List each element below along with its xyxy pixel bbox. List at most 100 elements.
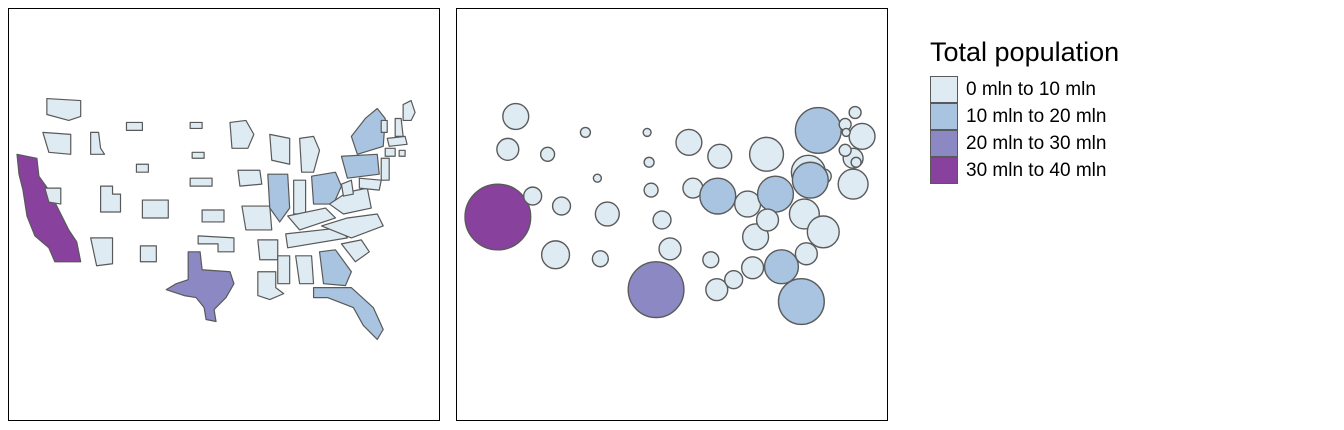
state-louisiana	[257, 271, 285, 301]
state-south-carolina	[340, 239, 370, 263]
cartogram-map-panel	[8, 8, 440, 421]
bubble-florida	[777, 277, 825, 326]
bubble-illinois	[699, 177, 737, 215]
bubble-south-dakota	[643, 156, 655, 168]
bubble-mississippi	[724, 270, 744, 290]
state-arkansas	[257, 239, 279, 261]
bubble-arkansas	[702, 251, 720, 269]
bubble-idaho	[539, 146, 556, 162]
state-washington	[46, 97, 82, 122]
legend-item: 0 mln to 10 mln	[930, 76, 1330, 103]
dorling-map-panel	[456, 8, 888, 421]
bubble-washington	[502, 102, 530, 131]
state-connecticut	[384, 147, 396, 157]
bubble-connecticut	[838, 143, 852, 157]
bubble-new-york	[794, 106, 842, 154]
state-indiana	[293, 179, 307, 215]
bubble-louisiana	[705, 277, 729, 302]
legend-label: 30 mln to 40 mln	[966, 160, 1107, 181]
bubble-michigan	[733, 190, 762, 218]
bubble-missouri	[707, 143, 733, 169]
bubble-minnesota	[675, 128, 703, 156]
bubble-new-hampshire	[841, 127, 851, 138]
bubble-north-dakota	[642, 127, 652, 138]
legend-swatch	[930, 103, 958, 130]
state-nebraska	[189, 177, 213, 187]
state-south-dakota	[191, 151, 205, 159]
bubble-new-mexico	[591, 250, 610, 268]
state-new-mexico	[139, 245, 157, 263]
bubble-oregon	[496, 137, 520, 161]
state-minnesota	[229, 119, 255, 149]
state-idaho	[90, 131, 106, 155]
state-missouri	[241, 205, 273, 231]
legend-swatch	[930, 130, 958, 157]
bubble-nebraska	[643, 182, 659, 198]
state-florida	[312, 287, 384, 340]
state-california	[16, 153, 82, 263]
bubble-georgia	[763, 249, 800, 285]
legend-label: 10 mln to 20 mln	[966, 106, 1107, 127]
bubble-kentucky	[755, 208, 780, 232]
state-alabama	[295, 255, 315, 285]
bubble-rhode-island	[850, 156, 862, 168]
state-north-dakota	[189, 121, 203, 130]
cartogram-map	[16, 97, 416, 340]
state-new-york	[350, 107, 386, 155]
state-maine	[402, 99, 416, 122]
state-wyoming	[135, 163, 149, 173]
bubble-wisconsin	[748, 136, 785, 172]
bubble-colorado	[594, 201, 620, 227]
state-massachusetts	[386, 135, 408, 147]
state-illinois	[267, 173, 291, 223]
bubble-oklahoma	[658, 237, 682, 261]
state-maryland	[358, 177, 382, 191]
bubble-alabama	[740, 256, 765, 280]
state-oregon	[42, 131, 72, 155]
state-ohio	[310, 171, 343, 205]
legend-item: 30 mln to 40 mln	[930, 157, 1330, 184]
bubble-wyoming	[592, 173, 603, 183]
state-wisconsin	[269, 133, 291, 165]
state-montana	[125, 121, 143, 132]
bubble-south-carolina	[794, 242, 818, 266]
state-nevada	[44, 187, 62, 205]
bubble-texas	[627, 261, 685, 319]
state-texas	[165, 251, 235, 323]
state-kentucky	[287, 207, 337, 231]
state-arizona	[90, 237, 114, 267]
state-tennessee	[285, 227, 348, 249]
state-mississippi	[277, 255, 291, 285]
legend-label: 0 mln to 10 mln	[966, 79, 1096, 100]
legend-item: 20 mln to 30 mln	[930, 130, 1330, 157]
state-new-hampshire	[394, 117, 404, 137]
state-colorado	[141, 199, 169, 219]
bubble-ohio	[756, 175, 795, 213]
state-oklahoma	[197, 235, 235, 253]
bubble-new-jersey	[837, 168, 869, 200]
bubble-north-carolina	[806, 215, 840, 249]
bubble-kansas	[652, 210, 672, 230]
legend-swatch	[930, 157, 958, 184]
legend-label: 20 mln to 30 mln	[966, 133, 1107, 154]
state-rhode-island	[398, 149, 406, 157]
state-north-carolina	[320, 213, 384, 239]
bubble-arizona	[540, 240, 571, 270]
state-iowa	[237, 169, 263, 187]
state-west-virginia	[340, 179, 354, 197]
state-vermont	[380, 119, 388, 133]
state-utah	[100, 185, 122, 213]
legend-item: 10 mln to 20 mln	[930, 103, 1330, 130]
bubble-nevada	[523, 186, 543, 206]
bubble-california	[464, 183, 532, 251]
state-kansas	[201, 209, 225, 223]
bubble-indiana	[741, 223, 770, 251]
legend-swatch	[930, 76, 958, 103]
bubble-maine	[848, 105, 862, 120]
state-georgia	[318, 249, 352, 287]
legend-title: Total population	[930, 37, 1120, 67]
bubble-massachusetts	[848, 122, 876, 151]
bubble-pennsylvania	[791, 161, 829, 199]
dorling-map	[464, 102, 876, 326]
bubble-montana	[579, 126, 592, 139]
